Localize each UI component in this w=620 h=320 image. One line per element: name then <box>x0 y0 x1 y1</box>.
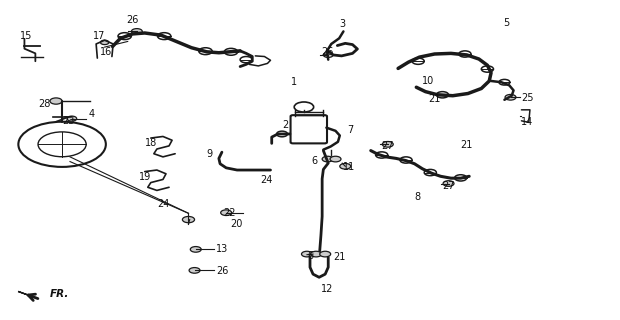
Circle shape <box>443 181 454 186</box>
Circle shape <box>100 40 109 44</box>
Text: 17: 17 <box>92 31 105 41</box>
Text: 24: 24 <box>157 199 169 209</box>
Text: 25: 25 <box>521 93 534 103</box>
Text: 7: 7 <box>348 125 354 135</box>
Circle shape <box>311 251 322 257</box>
Text: 23: 23 <box>63 116 75 126</box>
Text: 5: 5 <box>503 18 510 28</box>
Circle shape <box>221 210 232 215</box>
Circle shape <box>322 156 333 162</box>
Text: 21: 21 <box>461 140 473 150</box>
Circle shape <box>189 268 200 273</box>
Text: FR.: FR. <box>50 289 69 299</box>
Circle shape <box>324 52 333 58</box>
Text: 9: 9 <box>206 149 213 159</box>
Circle shape <box>340 164 351 169</box>
Circle shape <box>182 216 195 223</box>
Text: 1: 1 <box>291 77 297 87</box>
Text: 24: 24 <box>260 175 273 185</box>
Text: 13: 13 <box>216 244 228 254</box>
Text: 20: 20 <box>230 219 242 229</box>
Text: 11: 11 <box>343 162 356 172</box>
Circle shape <box>50 98 62 104</box>
Text: 26: 26 <box>126 15 139 26</box>
Text: 27: 27 <box>443 181 455 191</box>
Text: 21: 21 <box>333 252 345 261</box>
Text: 21: 21 <box>428 94 441 104</box>
Polygon shape <box>18 292 33 297</box>
Text: 10: 10 <box>422 76 435 86</box>
Circle shape <box>383 141 393 147</box>
Text: 14: 14 <box>521 117 534 127</box>
Circle shape <box>505 94 516 100</box>
Text: 19: 19 <box>139 172 151 182</box>
Circle shape <box>67 116 77 121</box>
Circle shape <box>320 251 330 257</box>
Text: 26: 26 <box>216 266 228 276</box>
Text: 16: 16 <box>100 47 113 57</box>
Text: 6: 6 <box>311 156 317 166</box>
Text: 6: 6 <box>307 251 313 261</box>
Text: 15: 15 <box>20 31 32 41</box>
Text: 28: 28 <box>38 99 50 108</box>
Text: 18: 18 <box>144 138 157 148</box>
Text: 22: 22 <box>224 208 236 218</box>
Text: 4: 4 <box>88 108 94 119</box>
Circle shape <box>330 156 341 162</box>
Circle shape <box>301 251 312 257</box>
Circle shape <box>190 246 202 252</box>
Text: 3: 3 <box>339 19 345 28</box>
Text: 2: 2 <box>283 120 289 130</box>
Text: 26: 26 <box>321 47 334 57</box>
Text: 8: 8 <box>415 192 420 202</box>
Text: 27: 27 <box>382 141 394 151</box>
Text: 12: 12 <box>321 284 334 294</box>
Circle shape <box>131 28 143 34</box>
